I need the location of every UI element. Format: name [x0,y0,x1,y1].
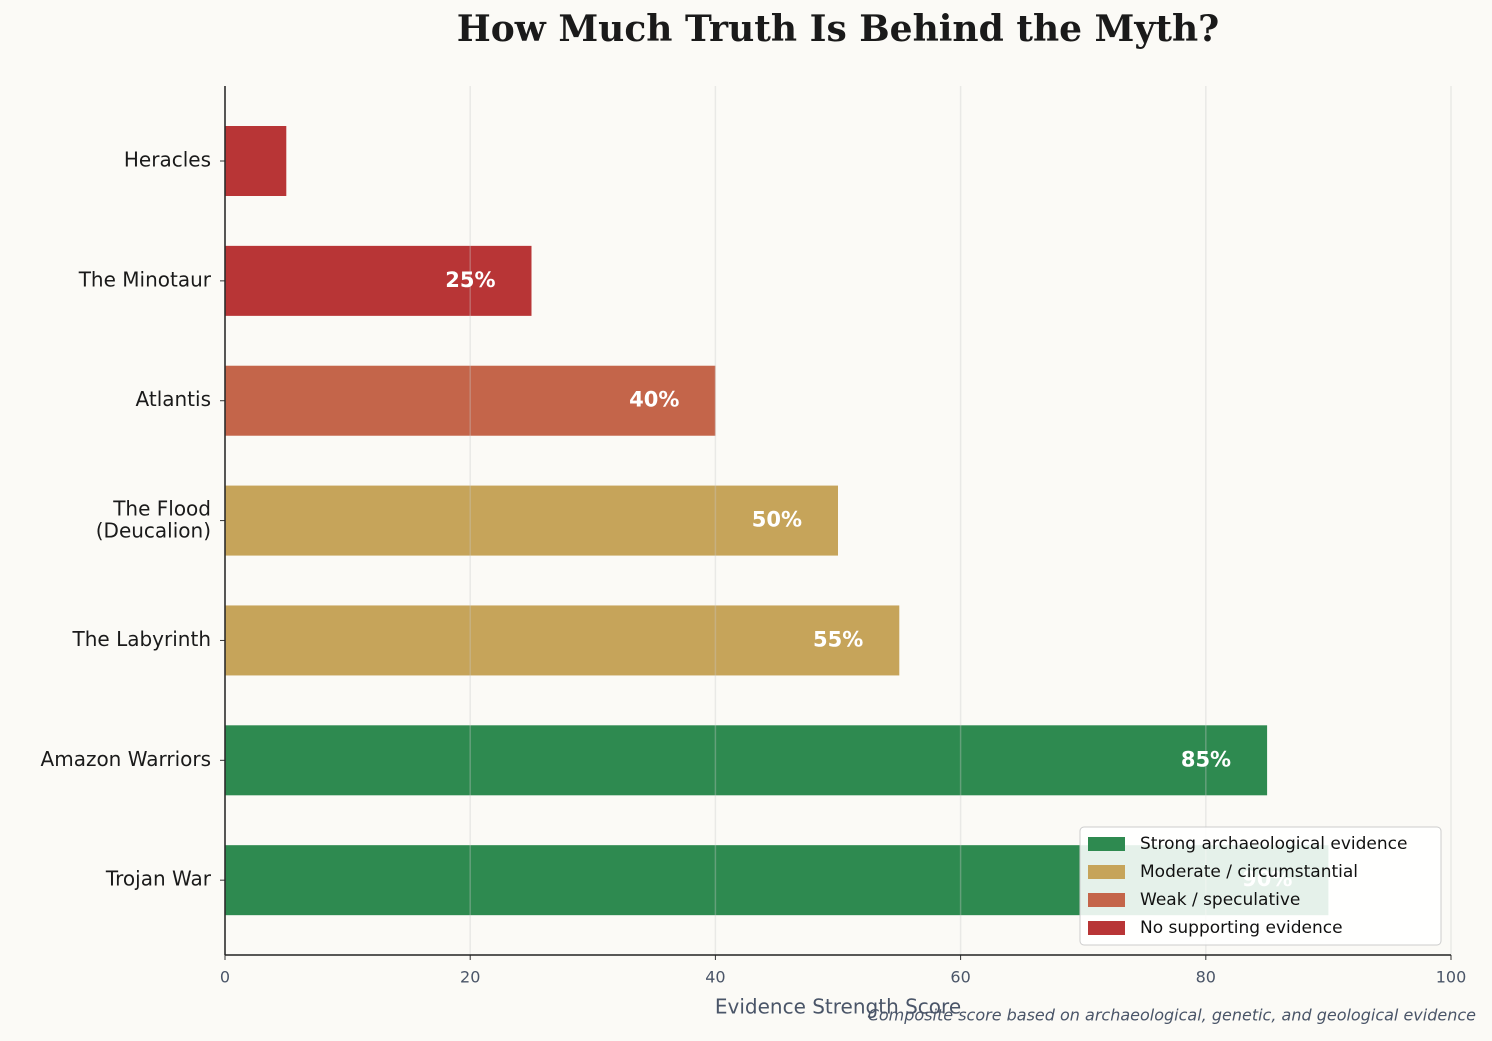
y-tick-label: The Labyrinth [72,627,211,651]
x-tick-label: 40 [705,968,725,987]
y-tick-label: Amazon Warriors [41,747,211,771]
value-label: 25% [445,268,495,292]
bar [225,725,1268,796]
legend-swatch [1088,865,1125,879]
bar [225,605,900,676]
x-axis-label: Evidence Strength Score [715,995,961,1019]
value-label: 50% [752,508,802,532]
y-tick-label: The Minotaur [78,267,212,291]
x-tick-label: 20 [460,968,480,987]
y-tick-label: Trojan War [105,867,212,891]
legend-swatch [1088,837,1125,851]
y-tick-label: Atlantis [136,387,211,411]
legend-label: Strong archaeological evidence [1140,834,1407,854]
value-label: 85% [1181,747,1231,771]
bar [225,365,716,436]
legend-label: Weak / speculative [1140,890,1300,910]
value-label: 40% [629,388,679,412]
x-tick-label: 0 [220,968,230,987]
bar [225,485,838,556]
bar [225,245,532,316]
legend-label: No supporting evidence [1140,918,1343,938]
value-label: 55% [813,627,863,651]
x-tick-label: 100 [1436,968,1467,987]
legend-box [1079,826,1442,946]
y-tick-label: The Flood (Deucalion) [96,496,211,542]
legend-swatch [1088,921,1125,935]
legend-swatch [1088,893,1125,907]
x-tick-label: 60 [950,968,970,987]
y-tick-label: Heracles [124,148,211,172]
chart-title: How Much Truth Is Behind the Myth? [457,8,1219,50]
footnote: Composite score based on archaeological,… [868,1006,1476,1025]
bar [225,126,287,196]
legend-label: Moderate / circumstantial [1140,862,1358,882]
x-tick-label: 80 [1196,968,1216,987]
